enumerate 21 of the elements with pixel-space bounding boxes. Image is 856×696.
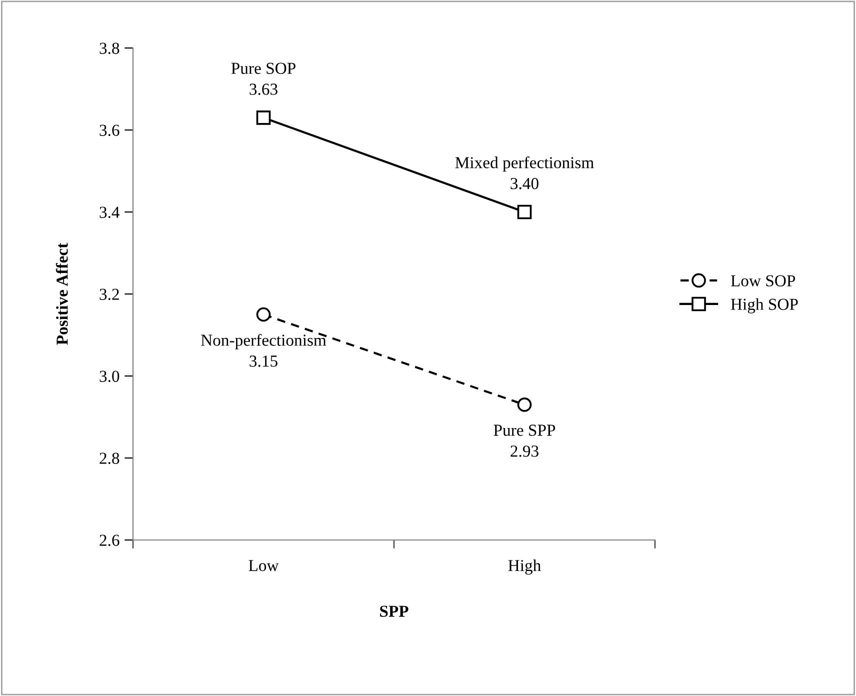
annotation: Non-perfectionism 3.15 (201, 334, 326, 367)
annotation: Pure SOP 3.63 (231, 62, 296, 95)
point (517, 398, 532, 412)
y-tick-label: 2.6 (100, 534, 120, 546)
point (256, 110, 271, 125)
legend-label: Low SOP (730, 275, 796, 286)
point (256, 307, 271, 322)
y-tick-label: 3.2 (100, 288, 119, 300)
annotation: Pure SPP 2.93 (494, 424, 556, 457)
y-tick-label: 3.6 (100, 124, 120, 136)
point (517, 204, 532, 220)
y-tick-label: 2.8 (100, 452, 120, 464)
annotation: Mixed perfectionism 3.40 (455, 156, 594, 190)
x-tick-label: High (508, 559, 541, 575)
legend-label: High SOP (730, 298, 798, 314)
y-tick-label: 3.0 (100, 370, 120, 382)
y-axis-title: Positive Affect (56, 242, 68, 345)
x-tick-label: Low (248, 560, 279, 572)
y-tick-label: 3.4 (100, 206, 120, 218)
y-tick-label: 3.8 (100, 42, 120, 54)
x-axis-title: SPP (380, 606, 408, 617)
